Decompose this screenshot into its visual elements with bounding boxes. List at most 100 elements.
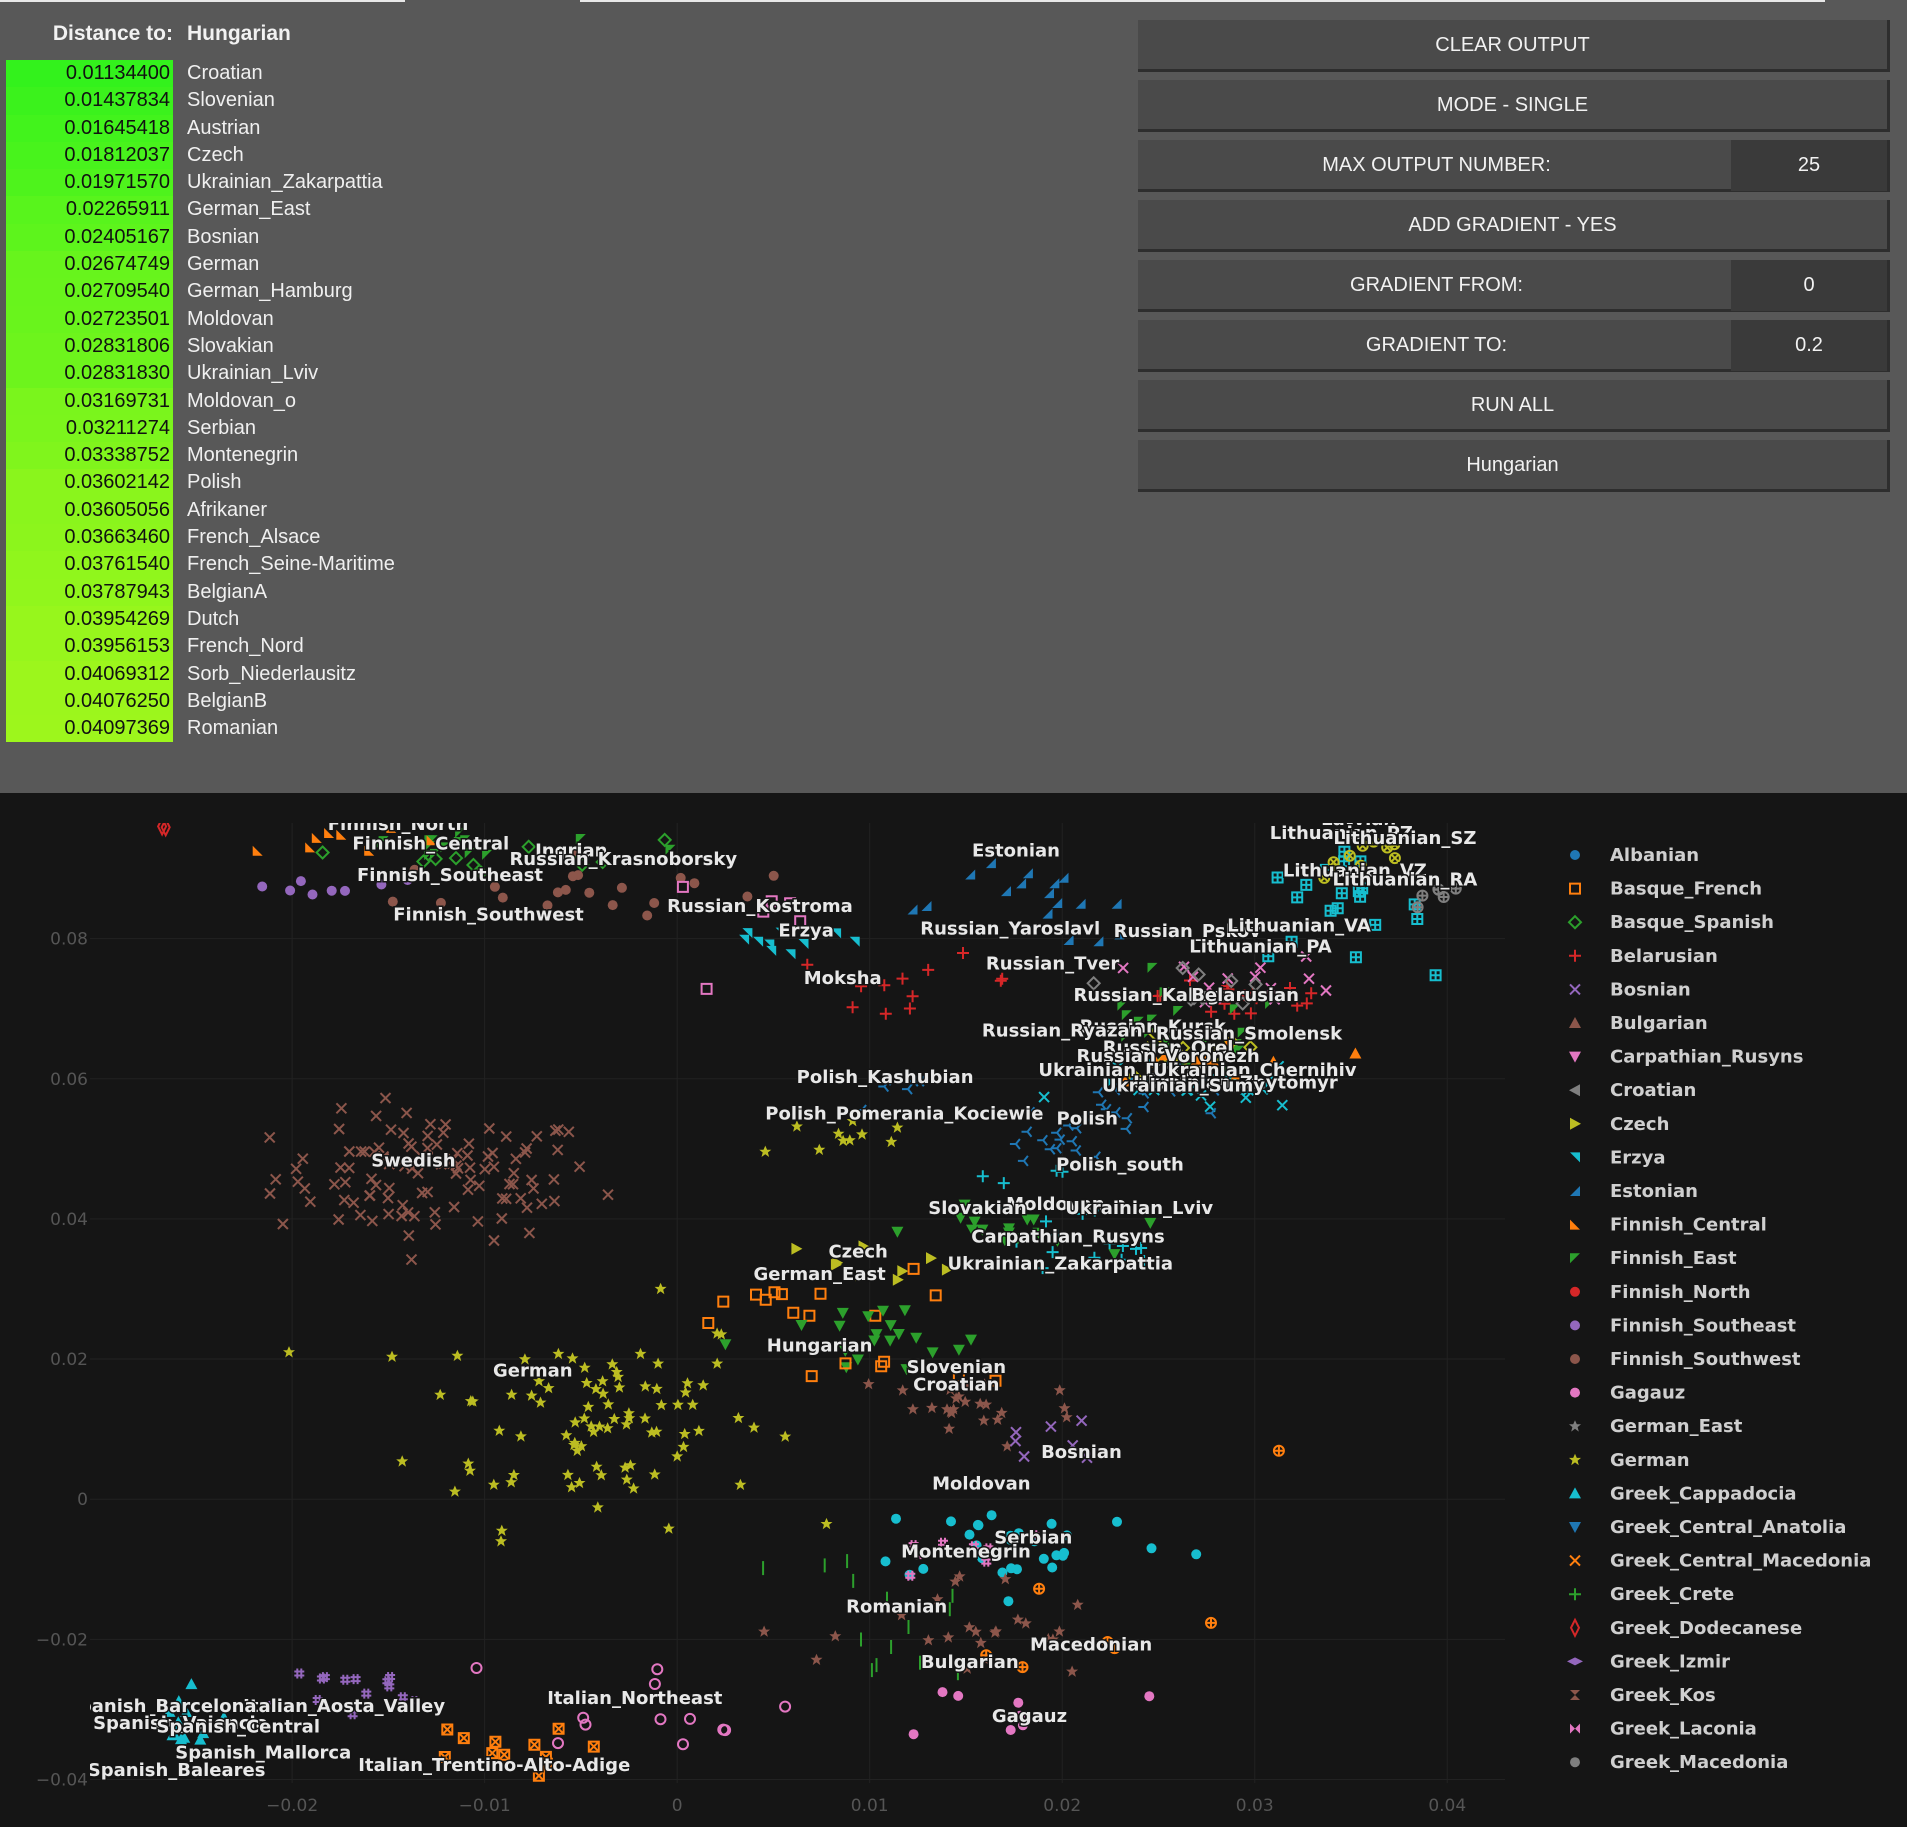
data-point[interactable] <box>1003 1223 1015 1235</box>
data-point[interactable] <box>534 1396 547 1408</box>
data-point[interactable] <box>1051 1142 1062 1154</box>
data-point[interactable] <box>895 1609 908 1621</box>
data-point[interactable] <box>926 1347 939 1359</box>
data-point[interactable] <box>878 1355 891 1368</box>
data-point[interactable] <box>1053 1625 1066 1637</box>
data-point[interactable] <box>566 1352 579 1364</box>
legend-marker[interactable] <box>1570 1253 1580 1264</box>
data-point[interactable] <box>657 832 673 848</box>
legend-marker[interactable] <box>1570 1320 1580 1331</box>
data-point[interactable] <box>1191 1549 1202 1560</box>
data-point[interactable] <box>421 1130 434 1142</box>
data-point[interactable] <box>1265 982 1277 994</box>
data-point[interactable] <box>957 947 969 959</box>
data-point[interactable] <box>1144 1217 1157 1229</box>
data-point[interactable] <box>340 1674 351 1685</box>
data-point[interactable] <box>677 1440 690 1453</box>
data-point[interactable] <box>424 1118 437 1130</box>
legend-marker[interactable] <box>1569 1522 1581 1533</box>
data-point[interactable] <box>1047 1562 1058 1573</box>
data-point[interactable] <box>163 1705 176 1717</box>
data-point[interactable] <box>1033 1582 1046 1595</box>
data-point[interactable] <box>1066 1135 1078 1147</box>
data-point[interactable] <box>461 1149 474 1162</box>
data-point[interactable] <box>585 1420 598 1432</box>
data-point[interactable] <box>892 1329 905 1340</box>
data-point[interactable] <box>1108 1642 1121 1655</box>
data-point[interactable] <box>750 1288 762 1301</box>
data-point[interactable] <box>1285 935 1298 948</box>
data-point[interactable] <box>648 1468 661 1480</box>
data-point[interactable] <box>1038 1091 1050 1103</box>
legend-marker[interactable] <box>1569 1453 1581 1466</box>
data-point[interactable] <box>305 842 316 853</box>
data-point[interactable] <box>463 1137 475 1150</box>
data-point[interactable] <box>891 1226 904 1238</box>
legend-marker[interactable] <box>1567 1657 1583 1666</box>
data-point[interactable] <box>507 1468 520 1481</box>
data-point[interactable] <box>972 1519 983 1530</box>
data-point[interactable] <box>757 905 770 918</box>
data-point[interactable] <box>943 1422 956 1435</box>
data-point[interactable] <box>910 1332 923 1344</box>
data-point[interactable] <box>1300 997 1313 1010</box>
data-point[interactable] <box>394 1156 407 1169</box>
data-point[interactable] <box>464 1464 476 1476</box>
run-all-button[interactable]: RUN ALL <box>1138 380 1890 432</box>
data-point[interactable] <box>277 1218 289 1230</box>
data-point[interactable] <box>386 1350 398 1362</box>
data-point[interactable] <box>339 1176 352 1188</box>
data-point[interactable] <box>266 1701 277 1711</box>
data-point[interactable] <box>903 1002 916 1015</box>
data-point[interactable] <box>1267 1055 1280 1067</box>
data-point[interactable] <box>1151 990 1164 1002</box>
data-point[interactable] <box>679 1386 692 1398</box>
data-point[interactable] <box>565 1481 578 1493</box>
data-point[interactable] <box>1205 1107 1217 1119</box>
data-point[interactable] <box>304 1195 317 1208</box>
legend-item[interactable]: Greek_Izmir <box>1610 1651 1730 1672</box>
data-point[interactable] <box>347 1196 360 1209</box>
data-point[interactable] <box>525 1389 538 1401</box>
data-point[interactable] <box>1291 999 1304 1012</box>
data-point[interactable] <box>1140 1041 1156 1056</box>
data-point[interactable] <box>1133 1080 1145 1092</box>
data-point[interactable] <box>1263 1074 1275 1087</box>
data-point[interactable] <box>366 1215 379 1227</box>
data-point[interactable] <box>400 1107 413 1119</box>
data-point[interactable] <box>448 1201 460 1213</box>
data-point[interactable] <box>1255 990 1268 1003</box>
data-point[interactable] <box>269 1173 282 1186</box>
data-point[interactable] <box>739 934 750 945</box>
legend-marker[interactable] <box>1570 1690 1580 1700</box>
data-point[interactable] <box>496 1192 509 1205</box>
data-point[interactable] <box>435 897 446 908</box>
data-point[interactable] <box>587 1740 600 1753</box>
legend-item[interactable]: Croatian <box>1610 1080 1696 1101</box>
data-point[interactable] <box>487 1478 500 1490</box>
data-point[interactable] <box>1037 1134 1048 1146</box>
data-point[interactable] <box>500 1130 512 1143</box>
legend-item[interactable]: Gagauz <box>1610 1383 1685 1404</box>
data-point[interactable] <box>684 1712 696 1725</box>
data-point[interactable] <box>521 1201 533 1214</box>
data-point[interactable] <box>907 1262 920 1275</box>
data-point[interactable] <box>862 1378 875 1390</box>
data-point[interactable] <box>569 1416 582 1428</box>
data-point[interactable] <box>601 1422 614 1434</box>
data-point[interactable] <box>622 1407 635 1419</box>
data-point[interactable] <box>523 1227 536 1239</box>
data-point[interactable] <box>1170 1063 1182 1075</box>
data-point[interactable] <box>1262 950 1275 963</box>
data-point[interactable] <box>965 1334 977 1346</box>
data-point[interactable] <box>1449 882 1462 895</box>
data-point[interactable] <box>942 1631 955 1643</box>
data-point[interactable] <box>493 1424 506 1436</box>
data-point[interactable] <box>1057 1550 1068 1561</box>
data-point[interactable] <box>1193 1078 1206 1090</box>
data-point[interactable] <box>1145 1072 1158 1084</box>
data-point[interactable] <box>527 1182 540 1195</box>
data-point[interactable] <box>1175 960 1191 976</box>
data-point[interactable] <box>1066 1439 1079 1452</box>
data-point[interactable] <box>1075 898 1086 909</box>
